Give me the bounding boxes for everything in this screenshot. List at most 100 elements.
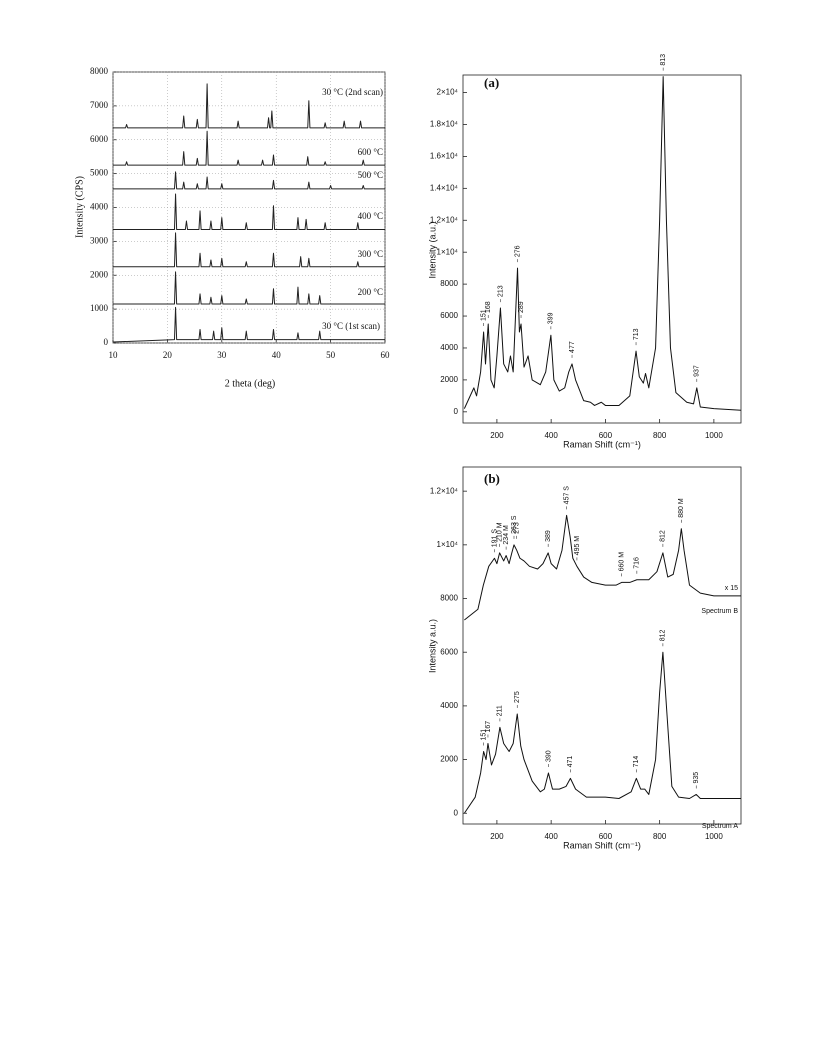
y-axis-label: Intensity (a.u.) [427,221,437,278]
peak-label: 813 [660,54,667,66]
peak-label: 880 M [678,498,685,518]
series-label: 500 °C [358,170,383,180]
spectrum-line [113,193,385,231]
peak-label: 812 [660,629,667,641]
series-label: 600 °C [358,147,383,157]
y-tick-label: 6000 [90,134,109,144]
peak-label: 151 [480,309,487,321]
peak-label: 273 [514,522,521,534]
x-tick-label: 600 [599,832,613,841]
peak-label: 935 [693,772,700,784]
chart-title: (b) [484,471,500,486]
y-tick-label: 6000 [440,647,458,656]
series-label: 300 °C [358,249,383,259]
peak-label: 660 M [619,552,626,572]
peak-label: 211 [497,705,504,716]
peak-label: 167 [485,721,492,733]
y-tick-label: 6000 [440,311,458,320]
peak-label: 457 S [563,486,570,505]
y-tick-label: 2000 [440,375,458,384]
series-label: Spectrum B [701,608,738,615]
peak-label: 812 [660,530,667,542]
spectrum-line [113,171,385,190]
y-tick-label: 8000 [90,66,109,76]
peak-label: 477 [569,341,576,353]
y-tick-label: 4000 [440,343,458,352]
y-tick-label: 2×10⁴ [437,88,459,97]
series-label: 200 °C [358,287,383,297]
peak-label: 714 [633,756,640,768]
y-tick-label: 1.8×10⁴ [430,120,459,129]
series-label: 30 °C (1st scan) [322,321,380,331]
spectrum-line [113,232,385,268]
chart: 0 2000 4000 6000 8000 1×10⁴ 1.2×10⁴ 200 400 600 80… [427,466,742,850]
x-tick-label: 400 [544,431,558,440]
x-axis-label: Raman Shift (cm⁻¹) [563,439,641,449]
peak-label: 713 [633,328,640,340]
peak-label: 289 [518,301,525,313]
annotation: x 15 [725,585,738,592]
y-tick-label: 4000 [440,701,458,710]
x-tick-label: 800 [653,832,667,841]
spectrum-line [463,651,741,814]
y-axis-label: Intensity a.u.) [427,619,437,673]
peak-label: 210 M [496,522,503,542]
x-tick-label: 50 [326,350,336,360]
x-tick-label: 400 [544,832,558,841]
spectrum-line [113,83,385,129]
peak-label: 390 [545,750,552,762]
x-tick-label: 800 [653,431,667,440]
chart: 0 2000 4000 6000 8000 1×10⁴ 1.2×10⁴ 1.4×10⁴ 1.6×… [427,54,742,449]
peak-label: 151 [480,729,487,741]
peak-label: 263 S [511,515,518,534]
x-tick-label: 200 [490,431,504,440]
y-tick-label: 2000 [90,269,109,279]
spectrum-line [464,514,741,621]
peak-label: 716 [634,557,641,569]
spectrum-line [463,76,742,411]
peak-label: 937 [694,365,701,377]
plot-frame [462,74,742,424]
spectrum-line [113,130,385,166]
x-axis-label: 2 theta (deg) [225,378,276,389]
series-label: Spectrum A [702,823,739,830]
y-tick-label: 4000 [90,202,109,212]
y-tick-label: 1.4×10⁴ [430,183,459,192]
chart-title: (a) [484,75,499,90]
spectrum-line [113,271,385,305]
peak-label: 168 [485,301,492,313]
x-tick-label: 1000 [705,832,723,841]
y-tick-label: 0 [454,407,459,416]
y-tick-label: 8000 [440,594,458,603]
y-tick-label: 3000 [90,235,109,245]
peak-label: 191 S [491,529,498,548]
series-label: 400 °C [358,211,383,221]
peak-label: 234 M [503,525,510,545]
y-tick-label: 5000 [90,168,109,178]
spectrum-line [112,306,385,343]
peak-label: 275 [514,691,521,703]
y-tick-label: 1×10⁴ [437,540,459,549]
chart: 0 1000 2000 3000 4000 5000 6000 7000 8000 10 20 30 4… [74,66,390,389]
peak-label: 276 [514,245,521,257]
y-axis-label: Intensity (CPS) [74,176,85,238]
y-tick-label: 7000 [90,100,109,110]
y-tick-label: 1.2×10⁴ [430,486,459,495]
plot-frame [462,466,742,825]
x-tick-label: 10 [109,350,119,360]
x-axis-label: Raman Shift (cm⁻¹) [563,840,641,850]
peak-label: 213 [497,285,504,297]
x-tick-label: 60 [381,350,391,360]
y-tick-label: 0 [104,337,109,347]
x-tick-label: 200 [490,832,504,841]
x-tick-label: 600 [599,431,613,440]
y-tick-label: 1×10⁴ [437,247,459,256]
y-tick-label: 2000 [440,755,458,764]
y-tick-label: 1.6×10⁴ [430,152,459,161]
y-tick-label: 1.2×10⁴ [430,215,459,224]
peak-label: 399 [548,312,555,324]
y-tick-label: 0 [454,808,459,817]
x-tick-label: 1000 [705,431,723,440]
